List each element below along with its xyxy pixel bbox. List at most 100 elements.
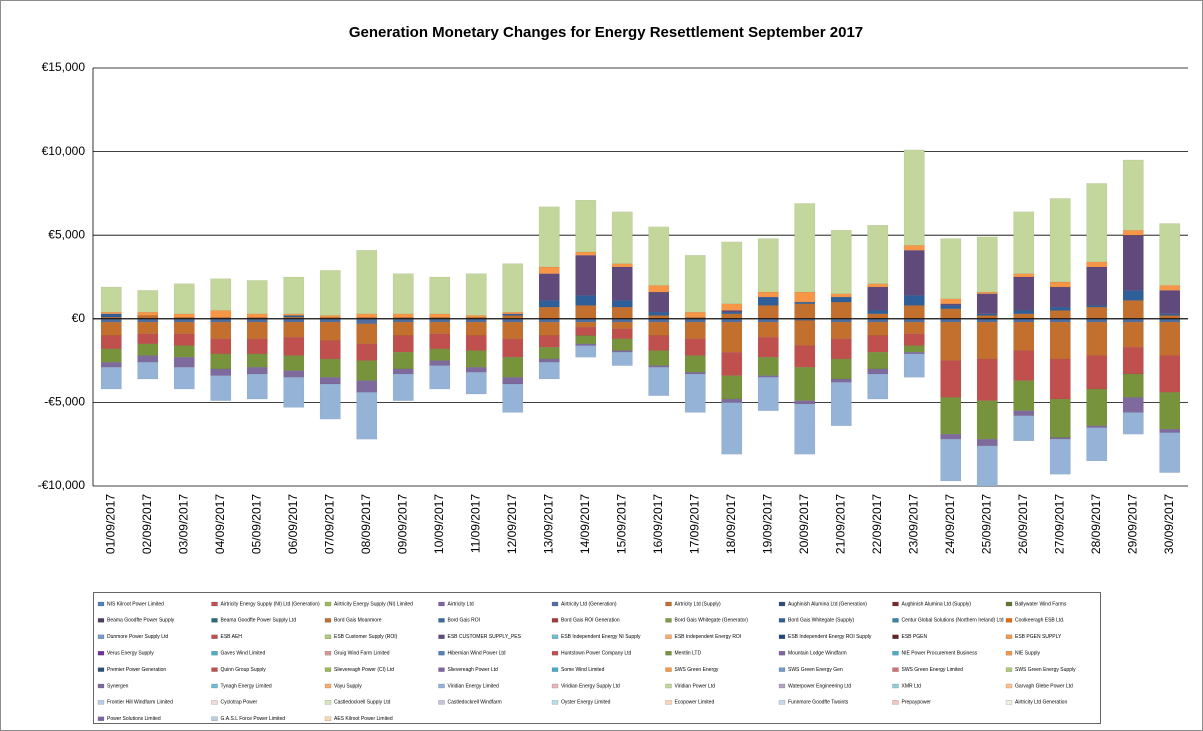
bar-segment bbox=[611, 321, 633, 329]
bar-segment bbox=[575, 305, 597, 319]
bar-segment bbox=[976, 236, 998, 293]
legend-label: ESB AEH bbox=[221, 634, 243, 640]
legend-label: ESB Independent Energy NI Supply bbox=[561, 634, 641, 640]
bar-segment bbox=[940, 318, 962, 323]
bar-segment bbox=[246, 373, 268, 400]
legend-label: Airtricity Energy Supply (NI) Ltd (Gener… bbox=[221, 601, 321, 607]
bar-segment bbox=[1122, 235, 1144, 291]
x-tick-label: 20/09/2017 bbox=[797, 494, 811, 554]
legend-swatch bbox=[778, 700, 786, 705]
x-tick-label: 28/09/2017 bbox=[1089, 494, 1103, 554]
bar-segment bbox=[538, 321, 560, 336]
bar-segment bbox=[392, 352, 414, 370]
legend-swatch bbox=[438, 700, 445, 705]
bar-segment bbox=[1013, 313, 1035, 319]
legend-label: ESB Customer Supply (ROI) bbox=[334, 634, 398, 640]
x-tick-label: 15/09/2017 bbox=[614, 494, 628, 554]
legend-label: Airtricity Energy Supply (NI) Limited bbox=[334, 601, 413, 607]
bar-segment bbox=[1049, 437, 1071, 440]
bar-segment bbox=[100, 311, 122, 314]
bar-segment bbox=[465, 367, 487, 373]
bar-segment bbox=[721, 318, 743, 323]
bar-segment bbox=[903, 149, 925, 246]
bar-segment bbox=[1049, 310, 1071, 319]
legend-label: Airtricity Ltd Generation bbox=[1015, 700, 1067, 706]
bar-segment bbox=[940, 321, 962, 361]
legend-box bbox=[93, 592, 1101, 724]
bar-segment bbox=[757, 321, 779, 338]
bar-segment bbox=[1086, 427, 1108, 462]
legend-label: Airtricity Ltd (Generation) bbox=[561, 601, 617, 607]
bar-segment bbox=[283, 315, 305, 318]
bar-segment bbox=[976, 313, 998, 316]
bar-segment bbox=[1013, 211, 1035, 274]
bar-segment bbox=[794, 403, 816, 455]
bar-segment bbox=[1013, 273, 1035, 278]
bar-segment bbox=[794, 320, 816, 346]
bar-segment bbox=[867, 283, 889, 288]
bar-segment bbox=[721, 310, 743, 313]
legend-label: SWS Green Energy Gen bbox=[788, 667, 843, 673]
x-tick-label: 24/09/2017 bbox=[943, 494, 957, 554]
bar-segment bbox=[1159, 432, 1181, 473]
bar-segment bbox=[903, 353, 925, 378]
bar-segment bbox=[794, 291, 816, 303]
legend-swatch bbox=[778, 667, 786, 672]
bar-segment bbox=[1086, 306, 1108, 319]
x-tick-label: 08/09/2017 bbox=[359, 494, 373, 554]
bar-segment bbox=[1122, 397, 1144, 413]
bar-segment bbox=[611, 263, 633, 268]
bar-segment bbox=[1086, 355, 1108, 390]
bar-segment bbox=[319, 377, 341, 385]
legend-swatch bbox=[211, 618, 218, 623]
bar-segment bbox=[137, 343, 159, 356]
x-tick-label: 17/09/2017 bbox=[687, 494, 701, 554]
bar-segment bbox=[575, 199, 597, 253]
bar-segment bbox=[611, 318, 633, 323]
legend-swatch bbox=[97, 667, 105, 672]
bar-segment bbox=[648, 367, 670, 396]
legend-swatch bbox=[97, 683, 105, 689]
bar-segment bbox=[721, 321, 743, 353]
bar-segment bbox=[1122, 373, 1144, 398]
bar-segment bbox=[100, 335, 122, 350]
bar-segment bbox=[502, 357, 524, 378]
bar-segment bbox=[1049, 198, 1071, 283]
x-tick-label: 06/09/2017 bbox=[286, 494, 300, 554]
bar-segment bbox=[757, 377, 779, 411]
bar-segment bbox=[173, 313, 195, 318]
bar-segment bbox=[648, 321, 670, 336]
bar-segment bbox=[940, 298, 962, 304]
bar-segment bbox=[684, 338, 706, 356]
bar-segment bbox=[538, 362, 560, 380]
bar-segment bbox=[1086, 305, 1108, 308]
bar-segment bbox=[502, 318, 524, 323]
bar-segment bbox=[210, 375, 232, 401]
bar-segment bbox=[137, 311, 159, 316]
legend-label: Bord Gais ROI Generation bbox=[561, 618, 620, 624]
bar-segment bbox=[210, 321, 232, 340]
bar-segment bbox=[100, 286, 122, 313]
bar-segment bbox=[100, 348, 122, 363]
legend-swatch bbox=[892, 618, 899, 623]
legend-label: Waterpower Engineering Ltd bbox=[788, 683, 851, 689]
x-tick-label: 13/09/2017 bbox=[541, 494, 555, 554]
legend-swatch bbox=[551, 634, 559, 639]
bar-segment bbox=[356, 323, 378, 345]
bar-segment bbox=[538, 358, 560, 363]
y-tick-label: €5,000 bbox=[48, 227, 85, 241]
bar-segment bbox=[246, 367, 268, 375]
legend-label: Viridian Energy Limited bbox=[448, 683, 500, 689]
legend-swatch bbox=[438, 683, 445, 689]
bar-segment bbox=[648, 226, 670, 286]
legend-swatch bbox=[324, 601, 332, 607]
legend-label: NIS Kilroot Power Limited bbox=[107, 601, 164, 607]
bar-segment bbox=[867, 286, 889, 311]
legend-swatch bbox=[97, 700, 105, 705]
x-tick-label: 04/09/2017 bbox=[213, 494, 227, 554]
legend-label: Aughinish Alumina Ltd (Generation) bbox=[788, 601, 867, 607]
x-tick-label: 05/09/2017 bbox=[249, 494, 263, 554]
bar-segment bbox=[721, 398, 743, 403]
bar-segment bbox=[210, 310, 232, 318]
legend-label: Verus Energy Supply bbox=[107, 651, 154, 657]
